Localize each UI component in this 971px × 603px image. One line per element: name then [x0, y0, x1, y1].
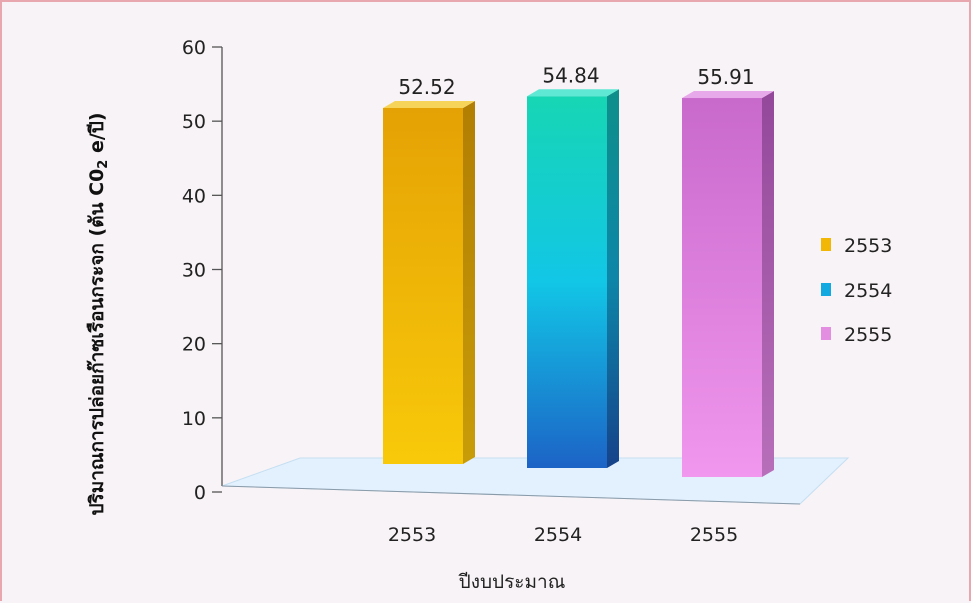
bar-2555 [682, 91, 774, 477]
legend-item-2554: 2554 [821, 280, 892, 302]
x-tick-label: 2555 [690, 524, 738, 546]
y-axis-label-main: ปริมาณการปล่อยก๊าซเรือนกระจก (ตัน C0 [86, 169, 108, 516]
data-label: 52.52 [398, 75, 455, 99]
y-tick-label: 30 [182, 260, 206, 282]
bar-side [607, 89, 619, 469]
x-tick-label: 2554 [534, 524, 582, 546]
bar-top [527, 89, 619, 97]
bar-top [383, 101, 475, 108]
bar-2553 [383, 101, 475, 464]
bar-front [383, 108, 463, 464]
legend-swatch [821, 283, 831, 296]
bar-top [682, 91, 774, 99]
x-tick-label: 2553 [388, 524, 436, 546]
y-axis-label: ปริมาณการปล่อยก๊าซเรือนกระจก (ตัน C02 e/… [86, 112, 111, 515]
x-axis-line [221, 485, 801, 505]
legend-item-2553: 2553 [821, 235, 892, 257]
bars: 52.52 54.84 55.91 [383, 63, 774, 477]
y-tick-label: 20 [182, 334, 206, 356]
y-axis-ticks: 0 10 20 30 40 50 60 [182, 37, 222, 504]
data-label: 54.84 [542, 63, 599, 87]
y-tick-label: 50 [182, 111, 206, 133]
y-tick-label: 10 [182, 408, 206, 430]
bar-2554 [527, 89, 619, 469]
legend-swatch [821, 238, 831, 251]
y-axis-label-end: e/ปี) [86, 112, 108, 159]
bar-front [527, 96, 607, 469]
legend-swatch [821, 327, 831, 340]
bar-front [682, 98, 762, 477]
data-label: 55.91 [697, 65, 754, 89]
legend-label: 2554 [844, 280, 892, 302]
y-tick-label: 40 [182, 185, 206, 207]
bar-side [463, 101, 475, 464]
legend-item-2555: 2555 [821, 324, 892, 346]
y-axis-label-subscript: 2 [96, 160, 111, 169]
x-axis-label: ปีงบประมาณ [458, 571, 565, 593]
x-axis-ticks: 2553 2554 2555 [388, 524, 738, 546]
bar-side [762, 91, 774, 477]
legend-label: 2555 [844, 324, 892, 346]
legend: 2553 2554 2555 [821, 235, 892, 346]
y-tick-label: 0 [194, 482, 206, 504]
y-tick-label: 60 [182, 37, 206, 59]
legend-label: 2553 [844, 235, 892, 257]
